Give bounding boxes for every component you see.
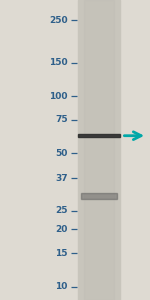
Text: 37: 37 (55, 174, 68, 183)
Bar (81, 193, 117, 199)
Text: 250: 250 (49, 16, 68, 25)
Bar (78, 0, 120, 300)
Bar (78, 134, 120, 137)
Text: 15: 15 (55, 248, 68, 257)
Text: 10: 10 (55, 282, 68, 291)
Text: 20: 20 (55, 225, 68, 234)
Text: 50: 50 (55, 149, 68, 158)
Text: 150: 150 (49, 58, 68, 67)
Text: 25: 25 (55, 206, 68, 215)
Text: 75: 75 (55, 116, 68, 124)
Text: 100: 100 (49, 92, 68, 101)
Bar (84, 0, 114, 300)
